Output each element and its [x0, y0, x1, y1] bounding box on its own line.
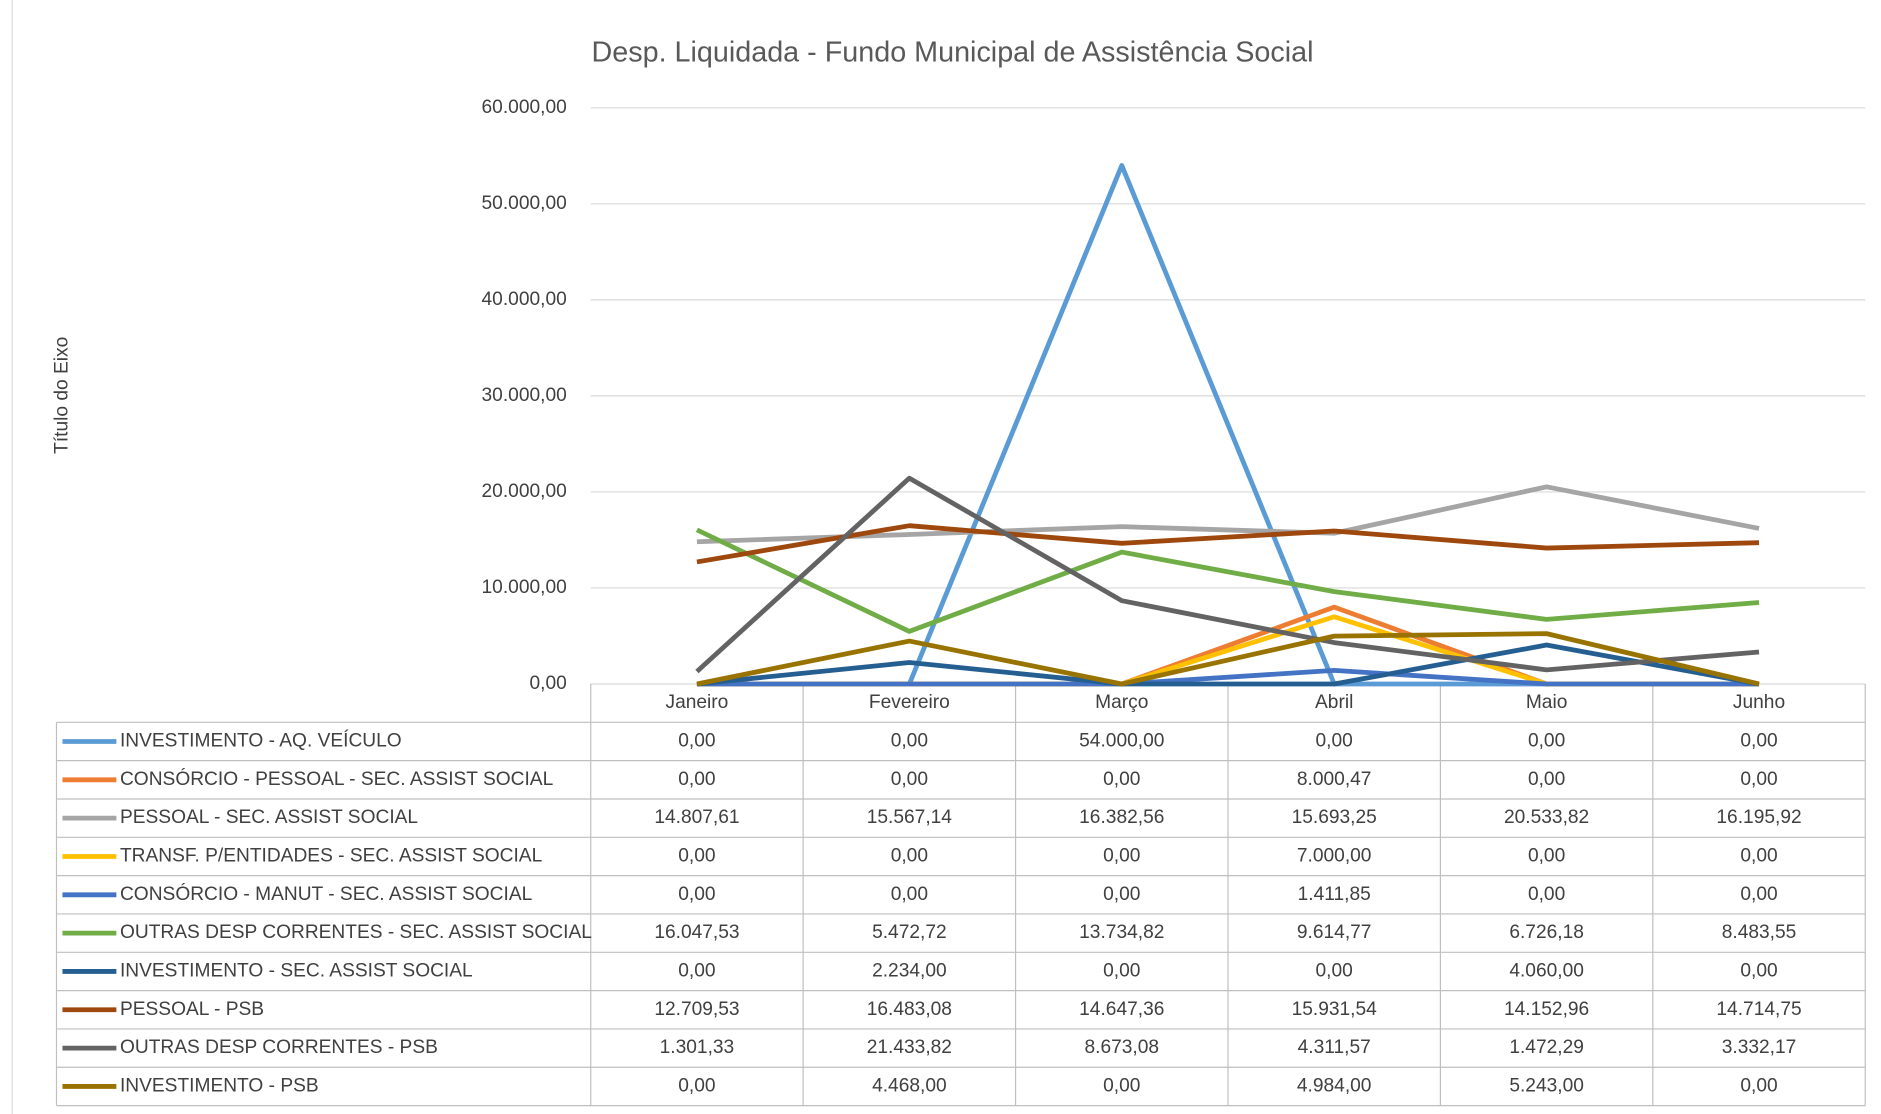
table-value: 1.411,85 [1298, 884, 1371, 905]
legend-label: PESSOAL - SEC. ASSIST SOCIAL [120, 807, 418, 828]
table-value: 54.000,00 [1079, 731, 1164, 752]
table-value: 14.647,36 [1079, 999, 1164, 1020]
table-value: 4.060,00 [1509, 961, 1584, 982]
x-tick-label: Abril [1315, 692, 1353, 713]
legend-label: OUTRAS DESP CORRENTES - PSB [120, 1037, 438, 1058]
table-value: 0,00 [1316, 731, 1353, 752]
x-tick-label: Janeiro [666, 692, 729, 713]
table-value: 5.472,72 [872, 922, 947, 943]
series-line [696, 484, 1760, 545]
legend-label: CONSÓRCIO - PESSOAL - SEC. ASSIST SOCIAL [120, 768, 554, 790]
table-value: 14.714,75 [1716, 999, 1801, 1020]
table-value: 0,00 [1740, 731, 1777, 752]
legend-label: TRANSF. P/ENTIDADES - SEC. ASSIST SOCIAL [120, 846, 543, 867]
series-line [696, 631, 1760, 687]
table-value: 0,00 [1740, 1076, 1777, 1097]
legend-label: OUTRAS DESP CORRENTES - SEC. ASSIST SOCI… [120, 922, 592, 943]
table-value: 0,00 [678, 731, 715, 752]
table-value: 20.533,82 [1504, 807, 1589, 828]
y-tick-label: 10.000,00 [482, 577, 567, 598]
table-value: 0,00 [1103, 846, 1140, 867]
table-value: 0,00 [678, 961, 715, 982]
table-value: 16.047,53 [654, 922, 739, 943]
table-value: 4.468,00 [872, 1076, 947, 1097]
y-axis-title: Título do Eixo [52, 337, 73, 454]
table-value: 0,00 [1528, 731, 1565, 752]
x-tick-label: Junho [1733, 692, 1785, 713]
table-value: 0,00 [678, 1076, 715, 1097]
x-tick-label: Maio [1526, 692, 1568, 713]
table-value: 4.311,57 [1298, 1037, 1371, 1058]
table-value: 14.807,61 [654, 807, 739, 828]
y-tick-label: 0,00 [529, 673, 566, 694]
table-value: 5.243,00 [1509, 1076, 1584, 1097]
x-tick-label: Fevereiro [869, 692, 950, 713]
table-value: 13.734,82 [1079, 922, 1164, 943]
table-value: 0,00 [1528, 769, 1565, 790]
y-tick-label: 30.000,00 [482, 385, 567, 406]
table-value: 0,00 [1528, 846, 1565, 867]
y-tick-label: 20.000,00 [482, 481, 567, 502]
legend-label: PESSOAL - PSB [120, 999, 264, 1020]
table-value: 6.726,18 [1509, 922, 1584, 943]
table-value: 0,00 [1103, 884, 1140, 905]
x-tick-label: Março [1095, 692, 1148, 713]
table-value: 8.483,55 [1722, 922, 1797, 943]
table-value: 0,00 [1740, 846, 1777, 867]
legend-label: INVESTIMENTO - SEC. ASSIST SOCIAL [120, 961, 473, 982]
legend-label: INVESTIMENTO - AQ. VEÍCULO [120, 731, 402, 752]
table-value: 0,00 [1740, 961, 1777, 982]
table-value: 15.567,14 [867, 807, 953, 828]
series-line [696, 668, 1760, 687]
table-value: 0,00 [1528, 884, 1565, 905]
series-line [695, 475, 1760, 674]
table-value: 1.301,33 [660, 1037, 735, 1058]
table-value: 4.984,00 [1297, 1076, 1372, 1097]
table-value: 15.931,54 [1292, 999, 1378, 1020]
table-value: 0,00 [1740, 884, 1777, 905]
legend-label: INVESTIMENTO - PSB [120, 1076, 319, 1097]
table-value: 0,00 [1740, 769, 1777, 790]
series-line [696, 642, 1760, 687]
series-line [695, 527, 1760, 634]
table-value: 1.472,29 [1509, 1037, 1584, 1058]
table-value: 0,00 [678, 769, 715, 790]
y-tick-label: 50.000,00 [482, 193, 567, 214]
table-value: 21.433,82 [867, 1037, 952, 1058]
table-value: 0,00 [1316, 961, 1353, 982]
table-value: 0,00 [1103, 1076, 1140, 1097]
table-value: 16.483,08 [867, 999, 952, 1020]
series-line [696, 523, 1760, 565]
table-value: 0,00 [678, 846, 715, 867]
y-tick-label: 40.000,00 [482, 289, 567, 310]
table-value: 2.234,00 [872, 961, 947, 982]
table-value: 12.709,53 [654, 999, 739, 1020]
table-value: 0,00 [1103, 961, 1140, 982]
table-value: 9.614,77 [1297, 922, 1372, 943]
table-value: 0,00 [1103, 769, 1140, 790]
legend-label: CONSÓRCIO - MANUT - SEC. ASSIST SOCIAL [120, 883, 533, 905]
y-tick-label: 60.000,00 [482, 97, 567, 118]
table-value: 0,00 [891, 846, 928, 867]
table-value: 15.693,25 [1292, 807, 1377, 828]
table-value: 8.000,47 [1297, 769, 1372, 790]
table-value: 8.673,08 [1084, 1037, 1159, 1058]
table-value: 0,00 [891, 884, 928, 905]
chart-title: Desp. Liquidada - Fundo Municipal de Ass… [591, 36, 1313, 68]
table-value: 7.000,00 [1297, 846, 1372, 867]
table-value: 0,00 [891, 731, 928, 752]
table-value: 0,00 [891, 769, 928, 790]
table-value: 3.332,17 [1722, 1037, 1797, 1058]
table-value: 16.382,56 [1079, 807, 1164, 828]
table-value: 14.152,96 [1504, 999, 1589, 1020]
table-value: 0,00 [678, 884, 715, 905]
table-value: 16.195,92 [1716, 807, 1801, 828]
